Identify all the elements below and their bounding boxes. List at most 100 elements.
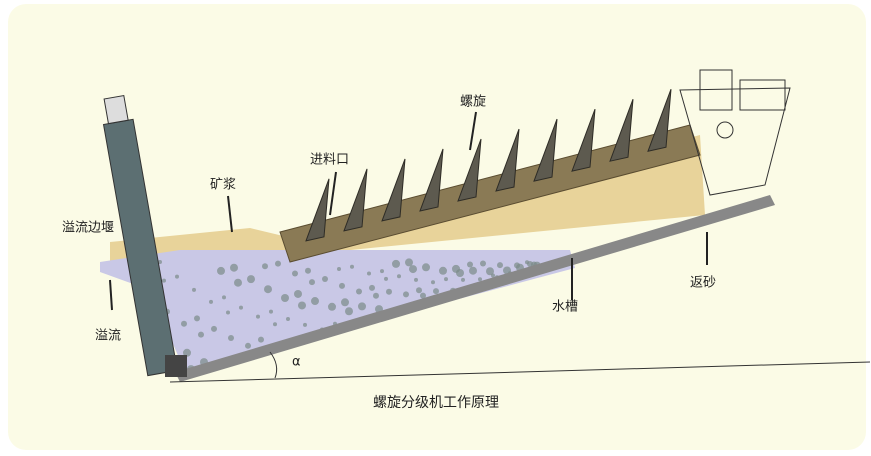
particle [247, 275, 255, 284]
particle [269, 309, 273, 314]
particle [303, 322, 307, 327]
particle [239, 305, 243, 310]
blade [305, 178, 330, 242]
slurry [100, 250, 575, 372]
particle [194, 315, 200, 322]
particle [311, 297, 319, 306]
blade [457, 138, 482, 202]
label: 水槽 [552, 300, 578, 315]
particle [380, 269, 384, 274]
particle [456, 269, 464, 277]
particle [226, 310, 230, 315]
particle [281, 294, 289, 302]
particle [486, 267, 494, 276]
blade [343, 168, 368, 232]
particle [444, 277, 448, 282]
label: 矿浆 [210, 178, 236, 193]
particle [461, 277, 465, 282]
label: 溢流 [95, 329, 121, 344]
label: 螺旋 [460, 95, 486, 110]
blade [381, 158, 406, 222]
sand-layer [110, 135, 705, 262]
particle [211, 325, 217, 332]
arrows [109, 111, 708, 311]
particle [414, 277, 418, 282]
particle [337, 267, 341, 272]
particle [386, 288, 392, 295]
particle [162, 278, 166, 283]
particle [373, 292, 379, 299]
particle [416, 287, 422, 294]
particle [345, 307, 353, 316]
particle [181, 320, 187, 327]
blade [609, 99, 634, 162]
angle-arc [269, 351, 278, 379]
caption: 螺旋分级机工作原理 [373, 395, 499, 411]
particle [264, 285, 272, 294]
particle [503, 266, 511, 275]
particle [403, 291, 409, 298]
particle [350, 264, 354, 269]
particle [358, 302, 366, 311]
label: α [292, 355, 301, 370]
particle [292, 270, 298, 277]
particle [392, 259, 400, 268]
particle [420, 292, 426, 299]
blade [419, 148, 444, 212]
particle [480, 260, 486, 267]
label: 进料口 [310, 153, 349, 168]
particle [230, 263, 238, 272]
particle [469, 266, 477, 275]
particle [339, 282, 345, 289]
trough-bottom [175, 195, 775, 382]
particle [431, 280, 435, 285]
particle [158, 260, 162, 264]
blade [533, 118, 558, 182]
particle [409, 265, 417, 274]
blade [647, 89, 672, 152]
particle [183, 348, 191, 357]
particle [294, 289, 302, 298]
particle [514, 262, 520, 269]
particle [467, 261, 473, 268]
particle [322, 276, 328, 282]
particle [245, 342, 251, 349]
particle [305, 267, 311, 274]
particle [273, 322, 277, 327]
particle [497, 262, 503, 269]
particle [258, 336, 264, 343]
particle [286, 316, 290, 321]
particle [341, 298, 349, 307]
particle [256, 314, 260, 319]
particle [422, 263, 430, 272]
drive-unit [679, 69, 791, 196]
label: 返砂 [690, 276, 716, 291]
particle [433, 288, 439, 295]
particle [275, 260, 281, 267]
particle [192, 287, 196, 292]
particle [384, 276, 388, 281]
particle [228, 334, 234, 341]
particle [209, 299, 213, 304]
column-base [165, 355, 187, 377]
particle [217, 266, 225, 275]
particle [175, 274, 179, 279]
label: 溢流边堰 [62, 221, 114, 236]
particle [439, 266, 447, 275]
particle [222, 295, 226, 300]
ground-line [169, 361, 871, 383]
particle [262, 263, 268, 270]
particle [356, 288, 362, 295]
particle [405, 258, 413, 267]
weir-column [102, 94, 178, 377]
blade [495, 128, 520, 192]
particles [158, 258, 541, 374]
particle [328, 302, 336, 311]
particle [298, 301, 306, 310]
particle [478, 277, 482, 282]
particle [367, 271, 371, 276]
blade [571, 108, 596, 172]
particle [369, 284, 375, 291]
blades [305, 89, 672, 242]
